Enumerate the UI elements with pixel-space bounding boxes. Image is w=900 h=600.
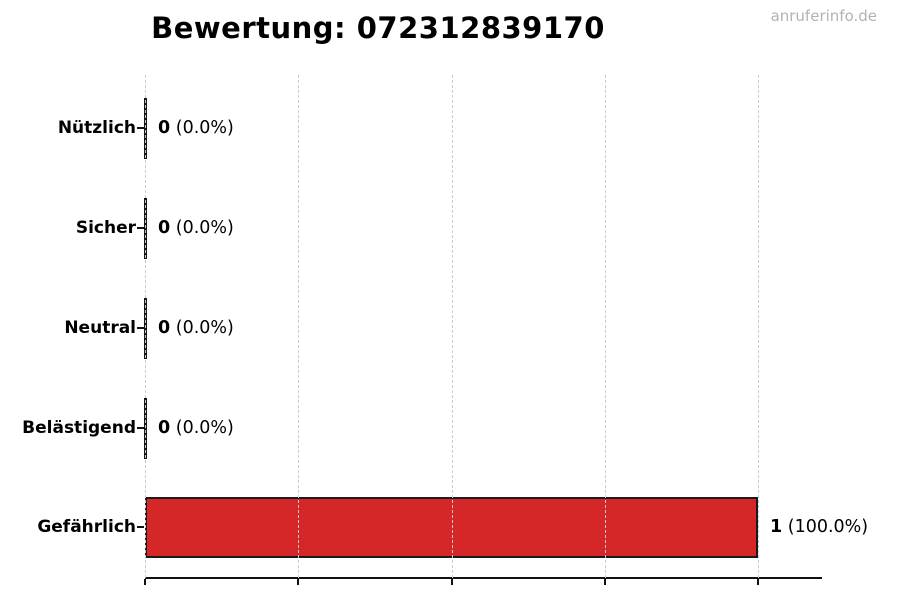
chart-title: Bewertung: 072312839170: [151, 11, 605, 45]
y-tick: [137, 127, 144, 129]
value-label: 0 (0.0%): [158, 318, 234, 338]
category-label: Belästigend: [22, 418, 136, 438]
gridline: [145, 75, 146, 578]
gridline: [758, 75, 759, 578]
value-label: 0 (0.0%): [158, 418, 234, 438]
y-tick: [137, 227, 144, 229]
category-label: Nützlich: [57, 118, 136, 138]
category-label: Gefährlich: [37, 517, 136, 537]
y-tick: [137, 327, 144, 329]
x-tick: [757, 579, 759, 585]
gridline: [298, 75, 300, 578]
x-tick: [144, 579, 146, 585]
x-tick: [603, 579, 606, 585]
y-tick: [137, 526, 144, 528]
gridline: [451, 75, 453, 578]
value-label: 0 (0.0%): [158, 218, 234, 238]
gridline: [604, 75, 606, 578]
plot-area: [144, 75, 820, 578]
category-label: Neutral: [64, 318, 136, 338]
y-tick: [137, 427, 144, 429]
category-label: Sicher: [75, 218, 136, 238]
watermark-text: anruferinfo.de: [770, 7, 877, 25]
value-label: 0 (0.0%): [158, 118, 234, 138]
x-tick: [297, 579, 300, 585]
x-axis-line: [145, 577, 822, 579]
x-tick: [450, 579, 453, 585]
value-label: 1 (100.0%): [770, 517, 869, 537]
